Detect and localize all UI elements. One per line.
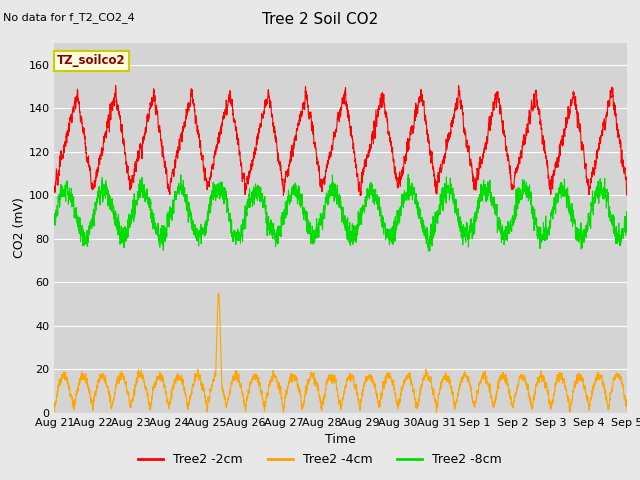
Tree2 -8cm [394,220,402,226]
Tree2 -8cm [426,248,434,254]
Tree2 -2cm [280,192,287,198]
Tree2 -8cm [623,210,631,216]
Tree2 -2cm [155,125,163,131]
Tree2 -8cm [51,211,58,216]
Text: No data for f_T2_CO2_4: No data for f_T2_CO2_4 [3,12,135,23]
Tree2 -4cm [423,369,431,375]
Tree2 -2cm [522,136,529,142]
Tree2 -4cm [478,373,486,379]
Tree2 -4cm [280,410,287,416]
Tree2 -4cm [215,290,223,296]
Tree2 -4cm [51,409,58,415]
X-axis label: Time: Time [325,433,356,446]
Tree2 -4cm [269,372,277,377]
Tree2 -2cm [623,191,631,196]
Tree2 -8cm [269,223,277,229]
Legend: Tree2 -2cm, Tree2 -4cm, Tree2 -8cm: Tree2 -2cm, Tree2 -4cm, Tree2 -8cm [133,448,507,471]
Tree2 -2cm [454,83,462,88]
Line: Tree2 -8cm: Tree2 -8cm [54,174,627,251]
Y-axis label: CO2 (mV): CO2 (mV) [13,198,26,258]
Tree2 -2cm [478,160,486,166]
Tree2 -2cm [423,130,431,135]
Tree2 -4cm [394,404,402,410]
Line: Tree2 -2cm: Tree2 -2cm [54,85,627,195]
Text: TZ_soilco2: TZ_soilco2 [57,54,126,67]
Text: Tree 2 Soil CO2: Tree 2 Soil CO2 [262,12,378,27]
Tree2 -4cm [522,379,529,385]
Tree2 -2cm [269,121,277,127]
Tree2 -8cm [404,171,412,177]
Tree2 -2cm [394,183,402,189]
Tree2 -4cm [155,374,163,380]
Tree2 -4cm [623,408,631,414]
Tree2 -8cm [155,234,163,240]
Tree2 -8cm [522,188,529,193]
Tree2 -8cm [423,225,431,230]
Tree2 -8cm [478,194,486,200]
Line: Tree2 -4cm: Tree2 -4cm [54,293,627,413]
Tree2 -2cm [51,186,58,192]
